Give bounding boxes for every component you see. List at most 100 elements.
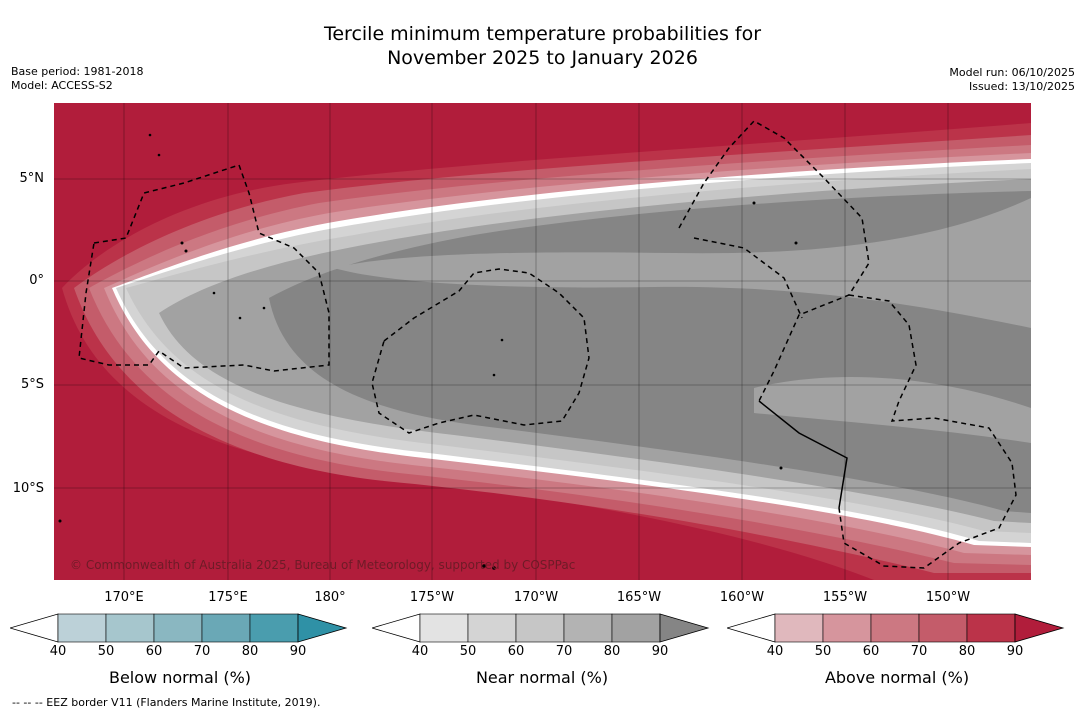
island bbox=[157, 153, 161, 157]
colorbar-near bbox=[370, 612, 712, 644]
meta-right: Model run: 06/10/2025 Issued: 13/10/2025 bbox=[949, 66, 1075, 94]
cb-below-seg bbox=[105, 613, 155, 643]
cb-below-seg bbox=[249, 613, 299, 643]
island bbox=[148, 133, 152, 137]
cb-near-title: Near normal (%) bbox=[475, 668, 609, 687]
cb-below-title: Below normal (%) bbox=[108, 668, 252, 687]
cb-near-seg bbox=[370, 613, 421, 643]
lat-label-10s: 10°S bbox=[12, 481, 44, 496]
island bbox=[58, 519, 62, 523]
island bbox=[492, 566, 496, 570]
eez-border-tuvalu-tokelau bbox=[371, 268, 590, 434]
island bbox=[752, 201, 756, 205]
cb-above-seg bbox=[966, 613, 1016, 643]
cb-above-tick: 40 bbox=[766, 644, 784, 659]
island bbox=[184, 249, 188, 253]
meta-left: Base period: 1981-2018 Model: ACCESS-S2 bbox=[11, 65, 143, 93]
near-patch-light-1 bbox=[334, 198, 1031, 328]
lon-label: 175°W bbox=[409, 590, 455, 605]
cb-below-tick: 70 bbox=[193, 644, 211, 659]
lon-label: 180° bbox=[314, 590, 346, 605]
lat-label-5n: 5°N bbox=[19, 171, 45, 186]
cb-above-tick: 60 bbox=[862, 644, 880, 659]
eez-border-kiribati-gilbert bbox=[78, 164, 330, 372]
cb-below-seg bbox=[57, 613, 107, 643]
island bbox=[262, 306, 266, 310]
title-line-1: Tercile minimum temperature probabilitie… bbox=[323, 23, 762, 45]
cb-above-tick: 90 bbox=[1006, 644, 1024, 659]
eez-border-east bbox=[693, 237, 803, 319]
cb-below-tick: 80 bbox=[241, 644, 259, 659]
island bbox=[180, 241, 184, 245]
cb-below-tick: 90 bbox=[289, 644, 307, 659]
colorbar-below bbox=[8, 612, 350, 644]
cb-above-tick: 80 bbox=[958, 644, 976, 659]
cb-above-seg bbox=[774, 613, 824, 643]
colorbar-above bbox=[725, 612, 1067, 644]
lon-label: 150°W bbox=[925, 590, 971, 605]
cb-near-tick: 70 bbox=[555, 644, 573, 659]
map-gridlines bbox=[54, 103, 1031, 580]
cb-near-tick: 60 bbox=[507, 644, 525, 659]
cb-below-tick: 60 bbox=[145, 644, 163, 659]
cb-near-seg bbox=[611, 613, 661, 643]
eez-solid-boundary bbox=[758, 400, 848, 509]
eez-legend-note: -- -- -- EEZ border V11 (Flanders Marine… bbox=[12, 696, 321, 709]
eez-border-cook bbox=[838, 294, 1017, 569]
lon-label: 170°W bbox=[513, 590, 559, 605]
cb-near-tick: 80 bbox=[603, 644, 621, 659]
cb-near-seg bbox=[563, 613, 613, 643]
island bbox=[794, 241, 798, 245]
cb-near-seg bbox=[659, 613, 710, 643]
lon-label: 165°W bbox=[616, 590, 662, 605]
title-line-2: November 2025 to January 2026 bbox=[387, 47, 698, 69]
colorbar-near-svg bbox=[370, 613, 710, 643]
colorbar-below-svg bbox=[8, 613, 348, 643]
cb-above-seg bbox=[1014, 613, 1065, 643]
eez-borders bbox=[78, 120, 1017, 569]
lon-label: 170°E bbox=[104, 590, 144, 605]
island bbox=[779, 466, 783, 470]
cb-below-seg bbox=[8, 613, 59, 643]
cb-above-tick: 70 bbox=[910, 644, 928, 659]
island bbox=[212, 291, 216, 295]
cb-below-seg bbox=[153, 613, 203, 643]
near-patch-light-2 bbox=[754, 376, 1031, 443]
map-copyright: © Commonwealth of Australia 2025, Bureau… bbox=[70, 558, 576, 572]
colorbar-above-svg bbox=[725, 613, 1065, 643]
cb-above-tick: 50 bbox=[814, 644, 832, 659]
cb-above-seg bbox=[822, 613, 872, 643]
cb-near-seg bbox=[467, 613, 517, 643]
cb-above-seg bbox=[725, 613, 776, 643]
lon-label: 155°W bbox=[822, 590, 868, 605]
cb-below-seg bbox=[297, 613, 348, 643]
cb-above-title: Above normal (%) bbox=[824, 668, 970, 687]
cb-below-tick: 40 bbox=[49, 644, 67, 659]
model-run: Model run: 06/10/2025 bbox=[949, 66, 1075, 79]
cb-near-tick: 90 bbox=[651, 644, 669, 659]
eez-border-kiribati-line bbox=[678, 120, 870, 402]
map-svg bbox=[54, 103, 1031, 580]
cb-below-tick: 50 bbox=[97, 644, 115, 659]
cb-below-seg bbox=[201, 613, 251, 643]
cb-near-tick: 40 bbox=[411, 644, 429, 659]
cb-above-seg bbox=[870, 613, 920, 643]
model-name: Model: ACCESS-S2 bbox=[11, 79, 113, 92]
map-title: Tercile minimum temperature probabilitie… bbox=[0, 22, 1085, 70]
base-period: Base period: 1981-2018 bbox=[11, 65, 144, 78]
lon-label: 175°E bbox=[208, 590, 248, 605]
cb-near-seg bbox=[515, 613, 565, 643]
lat-label-5s: 5°S bbox=[20, 377, 44, 392]
lat-label-0: 0° bbox=[29, 273, 44, 288]
cb-near-tick: 50 bbox=[459, 644, 477, 659]
cb-above-seg bbox=[918, 613, 968, 643]
islands bbox=[58, 133, 798, 570]
island bbox=[500, 338, 504, 342]
island bbox=[492, 373, 496, 377]
lon-label: 160°W bbox=[719, 590, 765, 605]
island bbox=[482, 564, 486, 568]
cb-near-seg bbox=[419, 613, 469, 643]
probability-map: © Commonwealth of Australia 2025, Bureau… bbox=[54, 103, 1031, 580]
issued-date: Issued: 13/10/2025 bbox=[968, 80, 1075, 93]
island bbox=[238, 316, 242, 320]
